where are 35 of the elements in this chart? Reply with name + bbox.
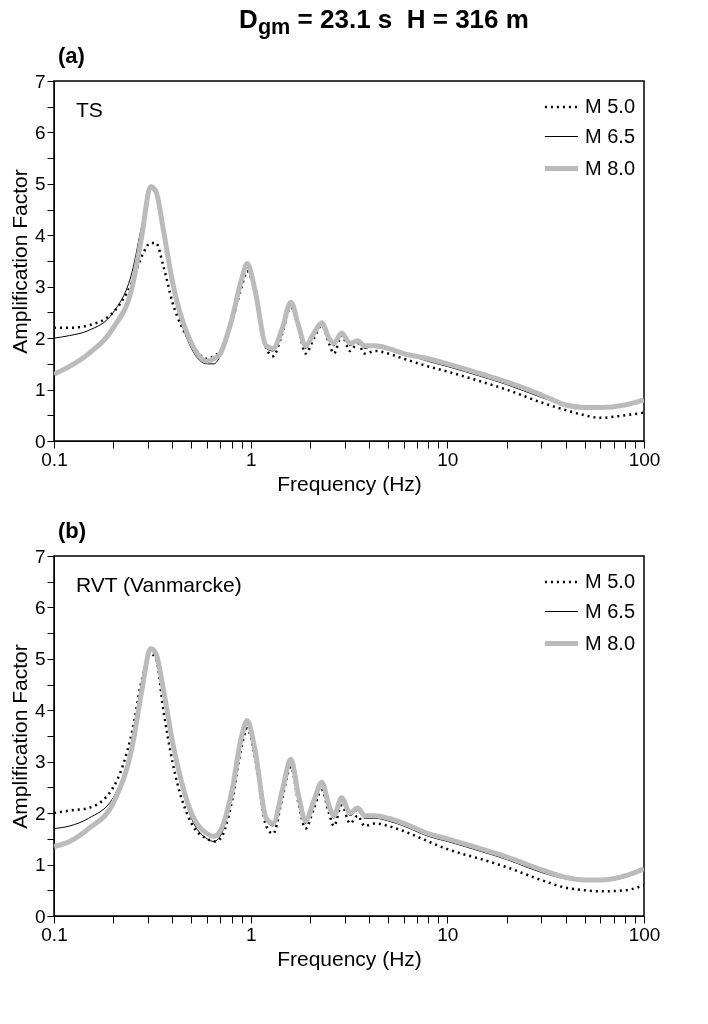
y-tick-label: 3 bbox=[34, 751, 46, 773]
y-axis-title: Amplification Factor bbox=[7, 169, 31, 354]
x-tick-label: 1 bbox=[245, 448, 257, 470]
legend-label: M 6.5 bbox=[585, 599, 636, 622]
y-axis-title: Amplification Factor bbox=[7, 644, 31, 829]
x-tick-label: 1 bbox=[245, 923, 257, 945]
chart-subtitle: (a) bbox=[58, 43, 85, 69]
y-tick-label: 4 bbox=[34, 224, 46, 246]
y-tick-label: 1 bbox=[34, 379, 46, 401]
x-axis-title: Frequency (Hz) bbox=[277, 946, 422, 970]
y-tick-label: 1 bbox=[34, 854, 46, 876]
y-tick-label: 4 bbox=[34, 699, 46, 721]
x-axis-title: Frequency (Hz) bbox=[277, 471, 422, 495]
x-tick-label: 100 bbox=[628, 923, 661, 945]
annotation: TS bbox=[76, 98, 103, 122]
legend-label: M 8.0 bbox=[585, 631, 636, 654]
legend-label: M 5.0 bbox=[585, 570, 636, 593]
y-tick-label: 7 bbox=[34, 545, 46, 567]
y-tick-label: 6 bbox=[34, 597, 46, 619]
y-tick-label: 5 bbox=[34, 648, 46, 670]
chart-title: D$_{gm}$ = 23.1 s H = 316 m bbox=[238, 4, 530, 41]
x-tick-label: 100 bbox=[628, 448, 661, 470]
annotation: RVT (Vanmarcke) bbox=[76, 573, 242, 597]
legend-label: M 5.0 bbox=[585, 95, 636, 118]
y-tick-label: 2 bbox=[34, 802, 46, 824]
y-tick-label: 5 bbox=[34, 173, 46, 195]
y-tick-label: 2 bbox=[34, 327, 46, 349]
x-tick-label: 10 bbox=[437, 923, 459, 945]
chart-subtitle: (b) bbox=[58, 518, 87, 544]
legend-label: M 6.5 bbox=[585, 124, 636, 147]
y-tick-label: 6 bbox=[34, 122, 46, 144]
y-tick-label: 3 bbox=[34, 276, 46, 298]
x-tick-label: 10 bbox=[437, 448, 459, 470]
y-tick-label: 7 bbox=[34, 70, 46, 92]
legend-label: M 8.0 bbox=[585, 156, 636, 179]
